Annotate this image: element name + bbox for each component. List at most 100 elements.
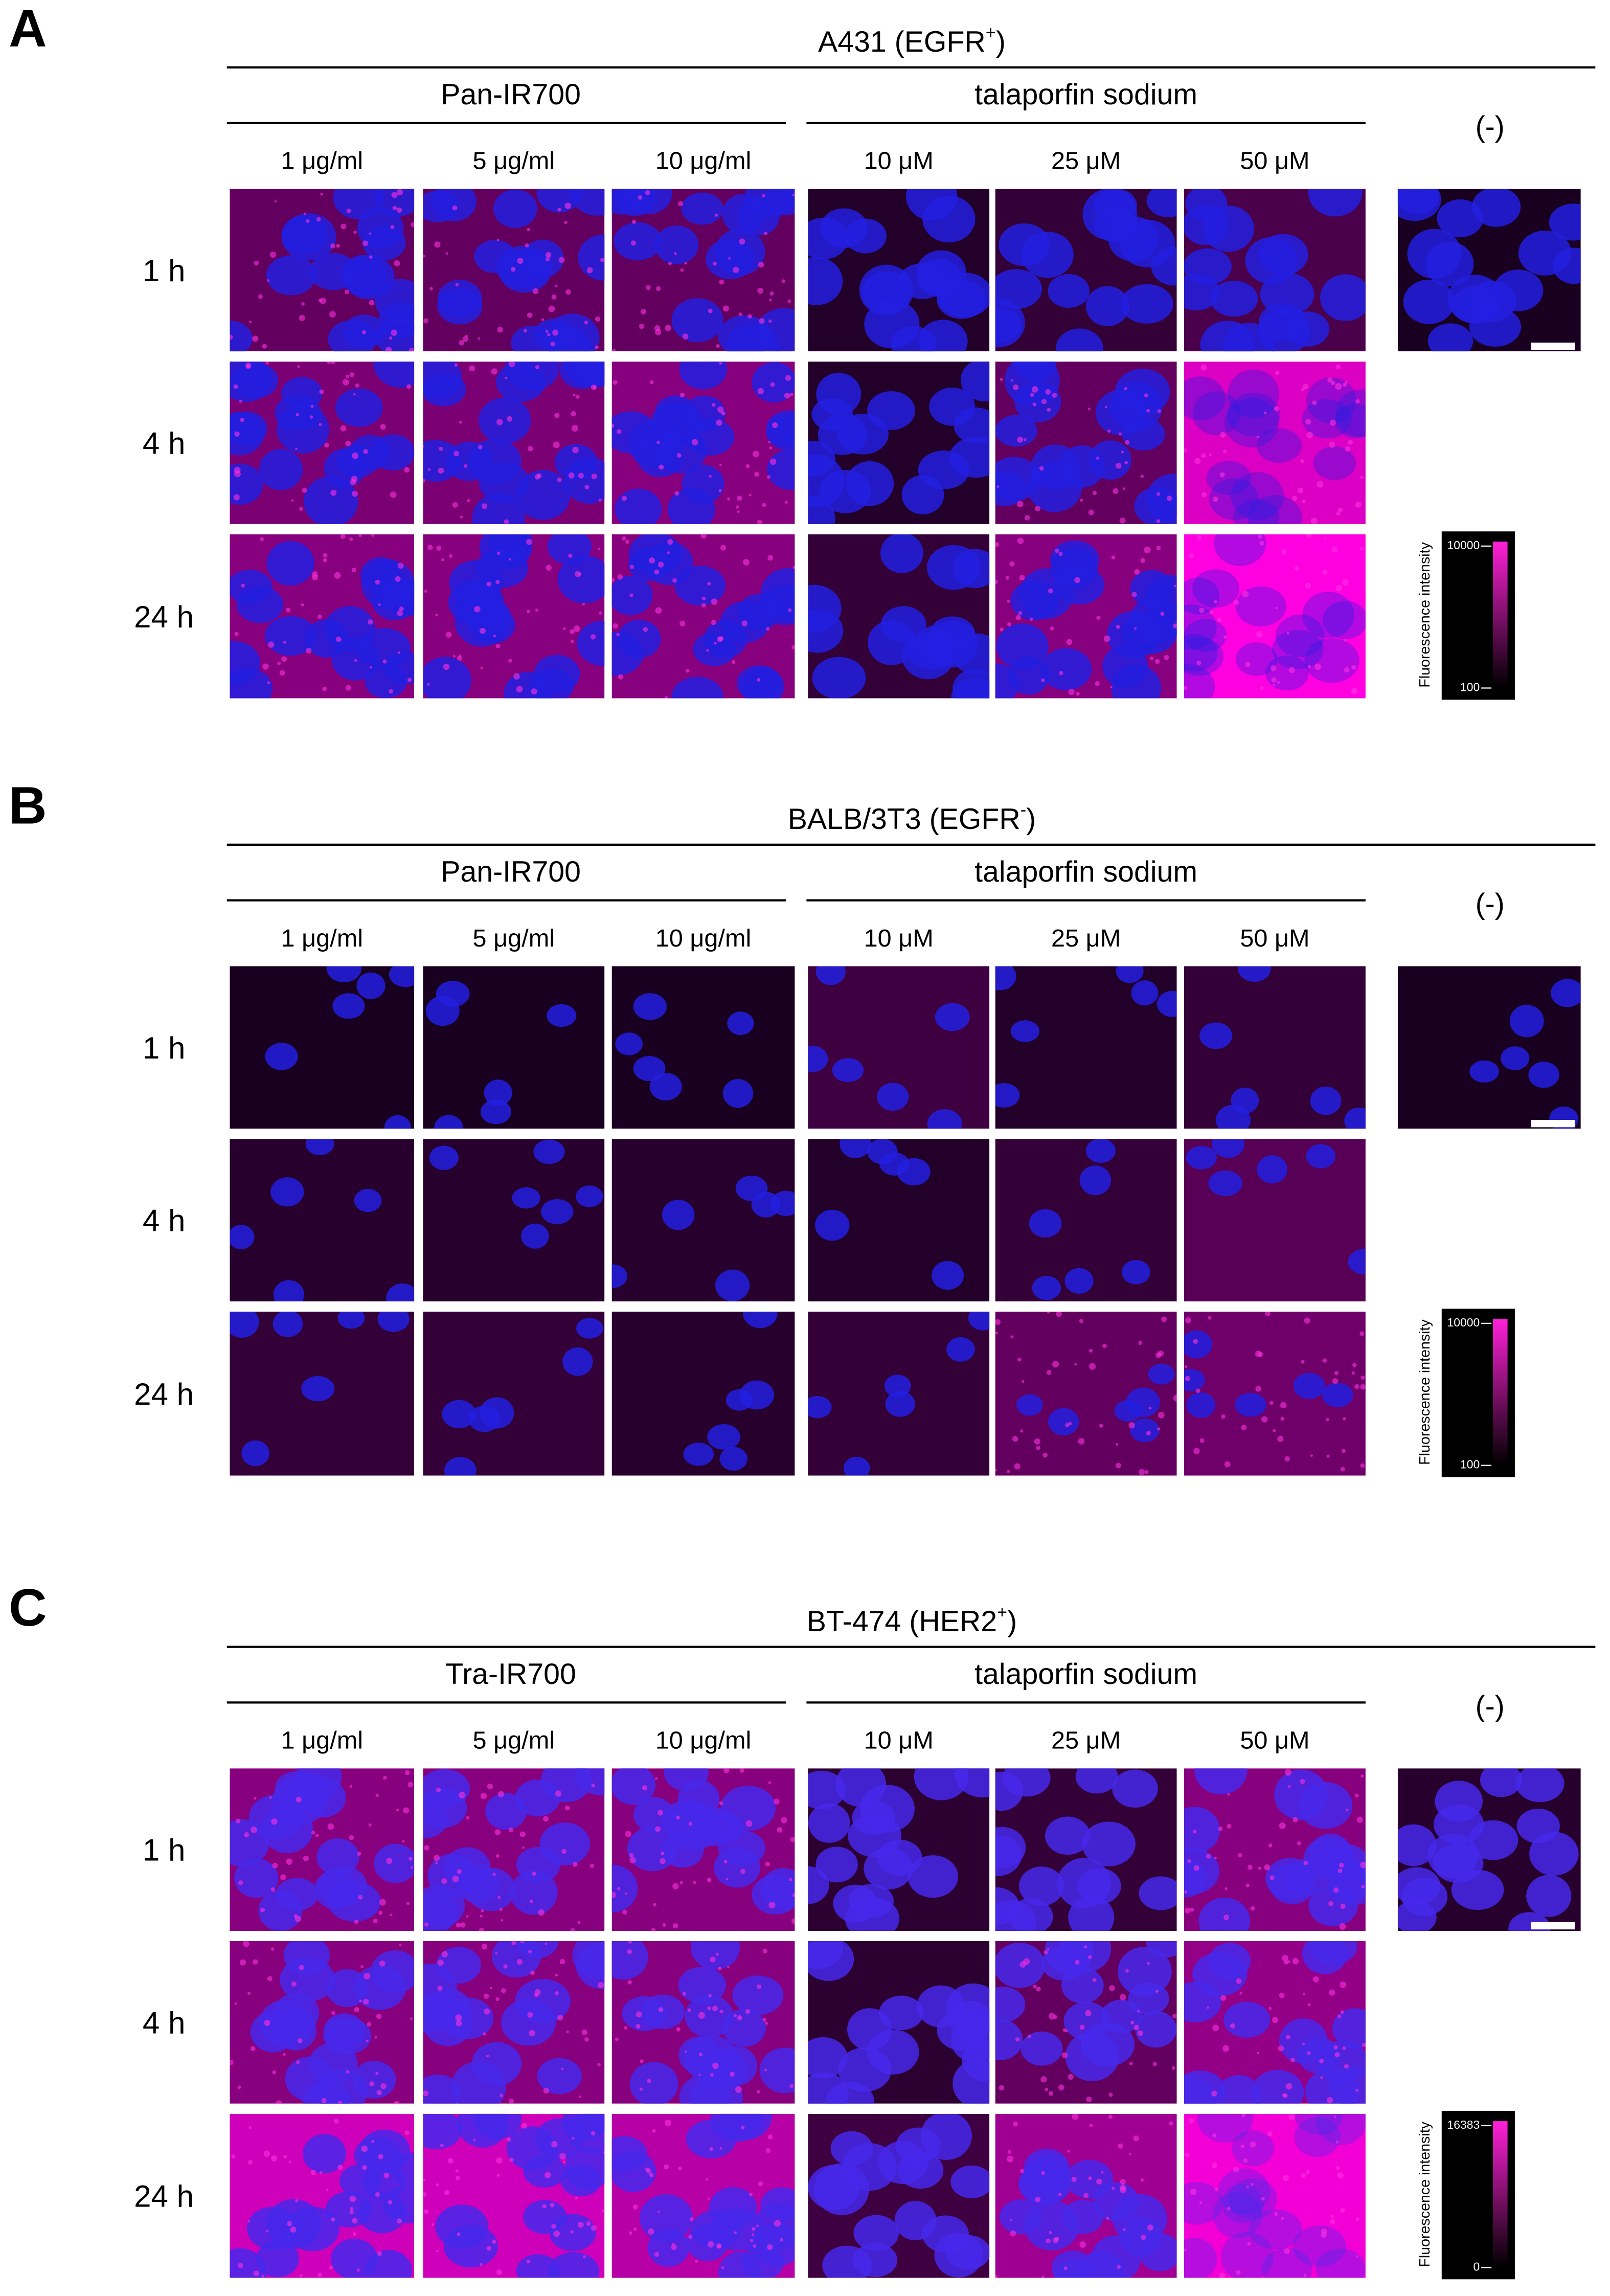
speckle [1013,384,1019,390]
nucleus [1232,2130,1274,2167]
speckle [340,425,347,432]
speckle [1251,2182,1254,2186]
speckle [1300,1779,1305,1784]
nucleus [1469,1060,1499,1083]
speckle [383,2172,390,2178]
speckle [1356,1816,1363,1823]
speckle [737,510,740,513]
nucleus [1082,1821,1136,1866]
speckle [466,1915,469,1918]
speckle [631,219,637,224]
nucleus [727,323,779,352]
speckle [1144,546,1151,553]
nucleus [1184,637,1223,676]
speckle [1227,1793,1230,1796]
nucleus [1129,1418,1160,1443]
speckle [627,1949,632,1954]
speckle [684,2050,687,2053]
speckle [459,655,462,657]
speckle [757,678,761,682]
colorbar-label: Fluorescence intensity [1417,1319,1433,1465]
nucleus [554,444,598,481]
speckle [1301,2173,1306,2178]
speckle [615,2037,619,2041]
speckle [749,493,752,497]
speckle [1292,496,1298,501]
speckle [367,2022,372,2027]
speckle [454,363,458,367]
speckle [1284,1456,1290,1462]
speckle [624,2026,628,2030]
nucleus [277,405,330,454]
speckle [528,1950,532,1954]
speckle [380,424,386,430]
speckle [349,537,353,542]
concentration-label: 50 μM [1240,925,1309,952]
speckle [1034,1438,1040,1445]
speckle [1092,490,1097,496]
speckle [495,1952,498,1954]
nucleus [515,1780,560,1817]
speckle [584,320,588,325]
speckle [1014,1463,1021,1470]
speckle [363,449,369,455]
scale-bar [1531,1120,1575,1128]
speckle [715,1952,719,1956]
nucleus [1403,279,1455,324]
speckle [389,336,393,340]
nucleus [574,362,605,388]
nucleus [1227,393,1281,437]
speckle [1263,411,1267,415]
speckle [784,500,788,504]
speckle [423,318,428,324]
speckle [1273,684,1275,687]
speckle [1340,2010,1344,2014]
speckle [722,305,730,312]
speckle [660,1858,666,1864]
nucleus [1079,1165,1112,1196]
speckle [543,1816,549,1822]
speckle [561,2067,564,2070]
speckle [1158,1412,1165,1419]
speckle [522,1846,525,1849]
speckle [707,1877,712,1883]
speckle [1042,1452,1048,1458]
speckle [734,2014,737,2017]
speckle [712,2062,719,2069]
nucleus [995,1083,1020,1108]
speckle [1280,1416,1284,1421]
speckle [526,2259,531,2264]
nucleus [374,1843,415,1883]
speckle [341,223,347,230]
speckle [1144,1470,1149,1474]
speckle [1292,1817,1298,1822]
speckle [662,1923,666,1927]
nucleus [751,1191,781,1218]
speckle [788,608,792,612]
nucleus [374,189,415,217]
micrograph [808,1941,990,2104]
nucleus [328,320,377,352]
nucleus [876,1083,909,1111]
time-label: 4 h [143,2006,186,2040]
nucleus [808,1770,846,1810]
speckle [577,1921,581,1924]
speckle [479,1927,485,1931]
speckle [712,403,716,407]
nucleus [1234,1393,1266,1417]
speckle [737,2015,742,2020]
speckle [781,1817,787,1824]
speckle [361,2165,367,2170]
micrograph [995,2113,1177,2278]
speckle [1157,409,1161,413]
nucleus [1229,2178,1278,2219]
speckle [564,220,568,224]
speckle [586,267,593,274]
speckle [1107,429,1111,433]
speckle [1088,509,1094,515]
speckle [719,463,722,466]
speckle [1241,1425,1247,1430]
speckle [1272,2017,1278,2023]
time-label: 1 h [143,1833,186,1867]
micrograph [995,1312,1177,1476]
